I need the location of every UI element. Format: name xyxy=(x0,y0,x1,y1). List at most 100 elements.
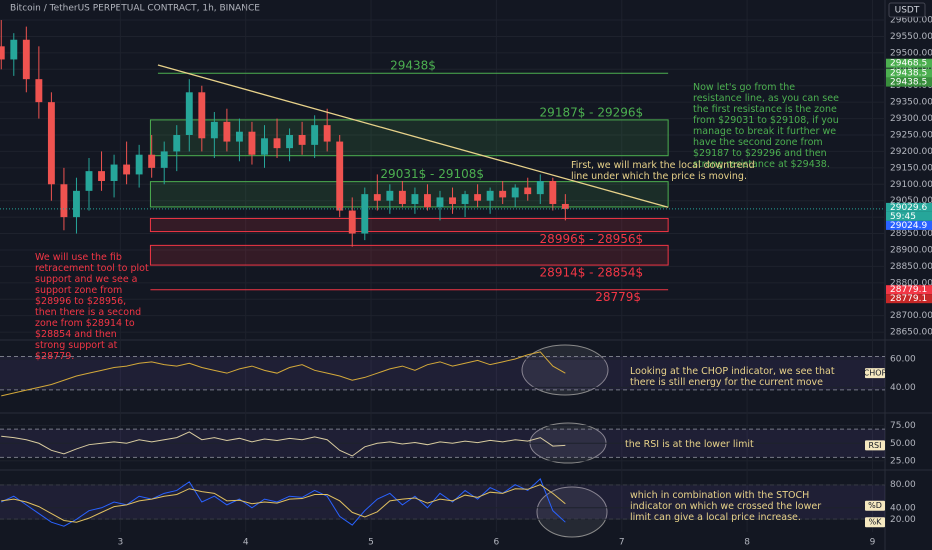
candle-body xyxy=(348,210,356,234)
y-tick-label: 28900.00 xyxy=(890,245,932,255)
candle-body xyxy=(123,164,131,175)
y-tick-label: 29550.00 xyxy=(890,32,932,42)
legend-label: %K xyxy=(869,518,883,527)
candle-body xyxy=(273,138,281,149)
price-tag xyxy=(886,211,932,221)
price-tag xyxy=(886,68,932,78)
y-tick-label: 29500.00 xyxy=(890,48,932,58)
candle-body xyxy=(386,190,394,201)
candle-body xyxy=(524,187,532,195)
candle-body xyxy=(373,194,381,201)
candle-body xyxy=(499,190,507,198)
y-tick-label: 29200.00 xyxy=(890,147,932,157)
x-tick-label: 8 xyxy=(744,538,750,548)
candle-body xyxy=(411,194,419,204)
highlight-circle xyxy=(536,486,608,538)
candle-body xyxy=(361,194,369,234)
x-tick-label: 5 xyxy=(368,538,374,548)
zone xyxy=(149,244,669,266)
candle-body xyxy=(449,197,456,204)
candle-body xyxy=(110,164,118,181)
x-tick-label: 7 xyxy=(619,538,625,548)
candle-body xyxy=(261,138,268,155)
y-tick-label: 29050.00 xyxy=(890,196,932,206)
note: which in combination with the STOCH indi… xyxy=(630,490,822,523)
candle-body xyxy=(148,154,156,168)
zone-label: 29187$ - 29296$ xyxy=(540,105,644,119)
y-tick-label: 29150.00 xyxy=(890,163,932,173)
candle-body xyxy=(486,190,494,201)
zone xyxy=(149,181,669,208)
price-tag-label: 28779.1 xyxy=(890,294,927,304)
y-tick-label: 40.00 xyxy=(890,383,916,393)
y-tick-label: 28850.00 xyxy=(890,262,932,272)
series-tag xyxy=(865,500,885,511)
price-tag-label: 29024.9 xyxy=(890,221,927,231)
candle-body xyxy=(536,180,544,195)
candle-body xyxy=(185,92,193,136)
indicator-line xyxy=(1,431,566,457)
y-tick-label: 60.00 xyxy=(890,355,916,365)
y-tick-label: 29350.00 xyxy=(890,98,932,108)
candle-body xyxy=(35,79,43,103)
y-tick-label: 50.00 xyxy=(890,439,916,449)
zone xyxy=(149,217,669,233)
x-tick-label: 9 xyxy=(870,538,876,548)
candle-body xyxy=(47,102,55,185)
indicator-line xyxy=(1,484,566,523)
price-tag xyxy=(886,202,932,212)
y-tick-label: 29250.00 xyxy=(890,131,932,141)
band-fill xyxy=(0,484,885,520)
candle-body xyxy=(248,131,256,155)
y-tick-label: 28800.00 xyxy=(890,278,932,288)
y-tick-label: 25.00 xyxy=(890,456,916,466)
candle-body xyxy=(298,135,306,145)
price-tag-label: 59:45 xyxy=(890,212,916,222)
x-tick-label: 3 xyxy=(117,538,123,548)
legend-label: %D xyxy=(868,501,882,510)
candle-body xyxy=(311,125,319,145)
candle-body xyxy=(198,92,206,139)
highlight-circle xyxy=(521,344,609,396)
note: First, we will mark the local downtrend … xyxy=(571,160,755,182)
trendline xyxy=(157,64,669,208)
level-label: 29438$ xyxy=(390,59,436,73)
candle-body xyxy=(424,194,431,208)
y-tick-label: 28950.00 xyxy=(890,229,932,239)
price-tag-label: 29468.5 xyxy=(890,59,927,69)
candle-body xyxy=(286,135,294,149)
candle-body xyxy=(22,39,30,80)
x-tick-label: 4 xyxy=(243,538,249,548)
y-tick-label: 28700.00 xyxy=(890,311,932,321)
candle-body xyxy=(561,203,569,209)
x-tick-label: 6 xyxy=(494,538,500,548)
price-tag-label: 29438.5 xyxy=(890,78,927,88)
y-tick-label: 29600.00 xyxy=(890,16,932,26)
candle-body xyxy=(0,46,5,60)
candle-body xyxy=(223,121,231,142)
candle-body xyxy=(10,39,18,60)
candle-body xyxy=(474,194,482,201)
candle-body xyxy=(173,135,181,152)
candle-body xyxy=(323,125,331,142)
y-tick-label: 28650.00 xyxy=(890,328,932,338)
y-tick-label: 29100.00 xyxy=(890,180,932,190)
candle-body xyxy=(135,154,143,175)
unit-label: USDT xyxy=(895,6,920,16)
candle-body xyxy=(73,190,80,218)
note: the RSI is at the lower limit xyxy=(625,439,754,450)
candle-body xyxy=(398,190,406,204)
candle-body xyxy=(436,197,444,208)
unit-box xyxy=(888,2,926,18)
note: Looking at the CHOP indicator, we see th… xyxy=(630,366,835,388)
series-tag xyxy=(865,517,885,528)
candle-body xyxy=(60,184,68,218)
series-tag xyxy=(865,368,885,379)
price-tag xyxy=(886,220,932,230)
level-label: 28779$ xyxy=(595,290,641,304)
y-tick-label: 20.00 xyxy=(890,515,916,525)
price-tag-label: 29438.5 xyxy=(890,69,927,79)
